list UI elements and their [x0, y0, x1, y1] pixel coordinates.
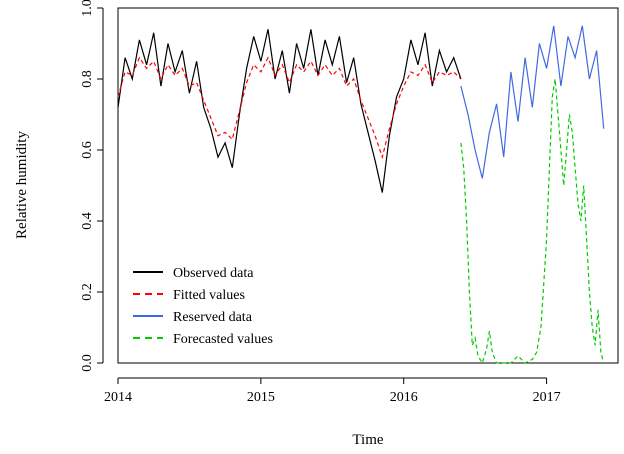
- series-layer: [117, 25, 605, 365]
- y-tick-label-4: 0.8: [80, 70, 95, 88]
- series-line-2: [460, 25, 605, 179]
- y-tick-label-1: 0.2: [80, 283, 95, 301]
- legend: Observed data Fitted values Reserved data F…: [133, 266, 273, 347]
- legend-label-2: Reserved data: [173, 310, 253, 325]
- y-tick-label-3: 0.6: [80, 141, 95, 159]
- y-tick-label-0: 0.0: [80, 354, 95, 372]
- y-axis: 0.0 0.2 0.4 0.6 0.8 1.0: [80, 0, 104, 372]
- series-line-0: [117, 29, 462, 193]
- plot-frame: [117, 7, 619, 364]
- x-tick-label-2: 2016: [390, 390, 418, 405]
- y-axis-title: Relative humidity: [14, 131, 30, 239]
- x-axis: 2014 2015 2016 2017: [104, 377, 561, 405]
- legend-label-0: Observed data: [173, 266, 254, 281]
- x-axis-title: Time: [352, 432, 383, 448]
- y-tick-label-5: 1.0: [80, 0, 95, 17]
- x-tick-label-0: 2014: [104, 390, 132, 405]
- y-tick-label-2: 0.4: [80, 212, 95, 230]
- x-tick-label-1: 2015: [247, 390, 275, 405]
- legend-label-1: Fitted values: [173, 288, 245, 303]
- legend-label-3: Forecasted values: [173, 332, 273, 347]
- series-line-3: [460, 78, 605, 365]
- series-line-1: [117, 56, 462, 160]
- x-tick-label-3: 2017: [533, 390, 561, 405]
